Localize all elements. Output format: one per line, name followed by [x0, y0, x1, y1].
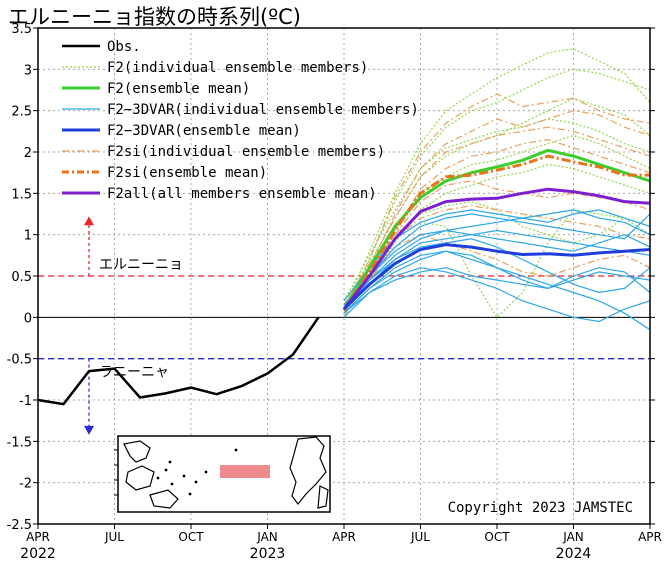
legend-label: F2−3DVAR(individual ensemble members) — [107, 102, 419, 118]
y-tick-label: 2 — [24, 146, 32, 161]
ensemble-mean-line — [342, 243, 651, 311]
ensemble-member-line — [343, 238, 651, 310]
map-island — [156, 476, 160, 480]
ensemble-member-line — [343, 118, 651, 302]
threshold-arrow-head — [84, 216, 94, 226]
nino-region-map — [114, 435, 331, 513]
legend-label: Obs. — [107, 39, 141, 55]
legend: Obs. F2(individual ensemble members) F2(en… — [62, 39, 419, 202]
ensemble-member-line — [343, 267, 651, 314]
map-island — [164, 468, 168, 472]
y-tick-label: -2 — [19, 477, 32, 492]
ensemble-means — [342, 148, 651, 312]
y-tick-label: 1.5 — [11, 187, 32, 202]
ensemble-member-line — [343, 180, 651, 310]
legend-label: F2(ensemble mean) — [107, 81, 250, 97]
ensemble-member-line — [343, 110, 651, 314]
x-tick-year: 2022 — [20, 546, 56, 561]
legend-label: F2−3DVAR(ensemble mean) — [107, 123, 301, 139]
ensemble-member-line — [343, 229, 651, 306]
legend-label: F2si(individual ensemble members) — [107, 144, 385, 160]
x-tick-month: APR — [332, 530, 356, 544]
y-tick-label: 0 — [24, 311, 32, 326]
chart-title: エルニーニョ指数の時系列(ºC) — [8, 5, 301, 29]
obs-line — [37, 316, 320, 406]
map-island — [204, 470, 208, 474]
ensemble-mean-line — [342, 187, 651, 311]
axes: 3.532.521.510.50-0.5-1-1.5-2-2.5APR2022J… — [7, 22, 662, 562]
legend-label: F2si(ensemble mean) — [107, 165, 267, 181]
y-tick-label: -2.5 — [7, 518, 32, 533]
ensemble-member-line — [343, 163, 651, 310]
y-tick-label: 3.5 — [11, 22, 32, 37]
map-island — [234, 448, 238, 452]
map-coastline — [125, 465, 155, 491]
map-coastline — [317, 485, 329, 509]
ensemble-member-line — [343, 93, 651, 310]
map-island — [168, 460, 172, 464]
x-tick-month: JUL — [104, 530, 124, 544]
threshold-label: エルニーニョ — [99, 257, 183, 273]
y-tick-label: -1.5 — [7, 435, 32, 450]
ensemble-member-line — [343, 213, 651, 306]
ensemble-member-line — [343, 48, 651, 310]
y-tick-label: -0.5 — [7, 353, 32, 368]
y-tick-label: 1 — [24, 229, 32, 244]
ensemble-member-line — [343, 209, 651, 310]
ensemble-member-line — [343, 126, 651, 306]
y-tick-label: 3 — [24, 63, 32, 78]
legend-label: F2(individual ensemble members) — [107, 60, 368, 76]
x-tick-month: JUL — [410, 530, 430, 544]
x-tick-month: JAN — [562, 530, 584, 544]
ensemble-member-line — [343, 138, 651, 318]
x-tick-year: 2024 — [556, 546, 592, 561]
x-tick-month: APR — [26, 530, 50, 544]
map-island — [188, 492, 192, 496]
x-tick-month: OCT — [178, 530, 204, 544]
map-island — [194, 480, 198, 484]
x-tick-month: JAN — [256, 530, 278, 544]
y-tick-label: -1 — [19, 394, 32, 409]
map-island — [182, 474, 186, 478]
y-tick-label: 2.5 — [11, 105, 32, 120]
x-tick-month: OCT — [484, 530, 510, 544]
ensemble-mean-line — [342, 148, 651, 310]
map-coastline — [289, 436, 327, 505]
ensemble-member-line — [343, 250, 651, 314]
map-coastline — [123, 440, 151, 463]
ensemble-mean-line — [342, 154, 650, 312]
map-island — [170, 482, 174, 486]
threshold-arrow-head — [84, 425, 94, 435]
nino3-region-box — [220, 465, 270, 478]
y-tick-label: 0.5 — [11, 270, 32, 285]
observations — [37, 316, 320, 406]
ensemble-member-line — [343, 267, 651, 323]
threshold-label: ラニーニャ — [99, 365, 169, 381]
x-tick-month: APR — [638, 530, 662, 544]
map-coastline — [149, 489, 179, 509]
copyright-text: Copyright 2023 JAMSTEC — [448, 500, 633, 516]
x-tick-year: 2023 — [250, 546, 286, 561]
legend-label: F2all(all members ensemble mean) — [107, 186, 377, 202]
ensemble-member-line — [343, 209, 651, 319]
